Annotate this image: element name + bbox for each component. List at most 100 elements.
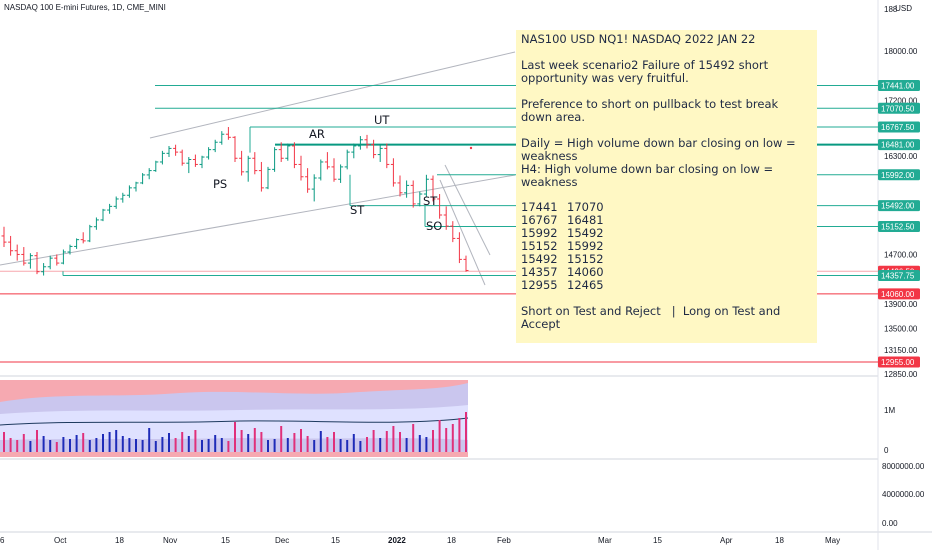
volume-bar (148, 428, 151, 452)
volume-bar (319, 431, 322, 452)
trend-line (439, 179, 486, 286)
volume-bar (22, 434, 25, 452)
price-tick-label: 12850.00 (884, 370, 918, 379)
price-tag (878, 288, 920, 300)
trend-line (444, 164, 491, 256)
time-tick-label: Mar (598, 536, 612, 545)
volume-bar (247, 434, 250, 452)
volume-bar (339, 439, 342, 452)
volume-bar (227, 441, 230, 452)
time-tick-label: 18 (447, 536, 456, 545)
price-tag-label: 17070.50 (881, 104, 915, 113)
time-tick-label: 15 (331, 536, 340, 545)
price-tick-label: 188 (884, 5, 898, 14)
price-tick-label: 13150.00 (884, 346, 918, 355)
pane3-tick-label: 0.00 (882, 519, 898, 528)
note-preference: Preference to short on pullback to test … (521, 97, 779, 124)
volume-bar (135, 439, 137, 452)
volume-bar (333, 432, 335, 452)
volume-bar (372, 430, 375, 452)
volume-bar (293, 433, 296, 452)
volume-bar (313, 440, 316, 452)
channel-lower-line (0, 174, 516, 266)
volume-bar (359, 441, 362, 452)
price-tag-label: 16481.00 (881, 141, 915, 150)
volume-bar (154, 441, 157, 452)
volume-bar (385, 431, 388, 452)
price-tick-label: 17200.00 (884, 96, 918, 105)
volume-bar (88, 440, 91, 452)
wyckoff-label: PS (213, 177, 227, 191)
analysis-note: NAS100 USD NQ1! NASDAQ 2022 JAN 22 Last … (516, 30, 817, 343)
volume-bar (260, 432, 263, 452)
volume-bar (438, 420, 441, 452)
price-tick-label: 13900.00 (884, 300, 918, 309)
time-tick-label: May (825, 536, 840, 545)
pane3-tick-label: 8000000.00 (882, 462, 925, 471)
volume-bar (458, 418, 461, 452)
volume-bar (240, 430, 243, 452)
volume-bar (399, 432, 401, 452)
volume-bar (168, 433, 170, 452)
volume-bar (36, 430, 38, 452)
volume-bar (108, 432, 111, 452)
volume-bar (253, 428, 256, 452)
symbol-info: NASDAQ 100 E-mini Futures, 1D, CME_MINI (4, 3, 166, 12)
price-tag-label: 15492.00 (881, 202, 915, 211)
volume-bar (306, 436, 309, 452)
price-tag-label: 17441.00 (881, 81, 915, 90)
note-daily: Daily = High volume down bar closing on … (521, 136, 796, 163)
marker-dot (469, 146, 473, 150)
volume-bar (326, 437, 329, 452)
channel-upper-line (149, 51, 516, 139)
note-title: NAS100 USD NQ1! NASDAQ 2022 JAN 22 (521, 32, 756, 46)
volume-bar (174, 438, 177, 452)
note-scenario: Last week scenario2 Failure of 15492 sho… (521, 58, 769, 85)
volume-bar (121, 436, 124, 452)
volume-bar (379, 438, 382, 452)
volume-bar (69, 439, 71, 452)
price-tag (878, 356, 920, 368)
volume-average-line (0, 417, 469, 426)
time-tick-label: Feb (497, 536, 511, 545)
time-tick-label: 15 (653, 536, 662, 545)
volume-bar (115, 430, 118, 452)
volume-bar (181, 432, 184, 452)
price-tag (878, 200, 920, 212)
volume-bar (75, 435, 78, 452)
time-tick-label: Dec (275, 536, 289, 545)
wyckoff-label: ST (423, 194, 438, 208)
volume-bar (187, 436, 190, 452)
price-tick-label: 14700.00 (884, 250, 918, 259)
price-tick-label: 13500.00 (884, 324, 918, 333)
volume-tick-label: 1M (884, 406, 895, 415)
volume-bar (49, 440, 52, 452)
wyckoff-label: UT (374, 113, 390, 127)
volume-bar (425, 437, 428, 452)
volume-bar (201, 440, 203, 452)
volume-bar (161, 437, 164, 452)
wyckoff-label: ST (350, 203, 365, 217)
volume-bar (3, 432, 5, 452)
volume-bar (465, 412, 467, 452)
volume-bar (207, 439, 210, 452)
price-tag-label: 16767.50 (881, 123, 915, 132)
volume-bar (445, 428, 448, 452)
volume-bar (273, 439, 276, 452)
volume-bar (418, 435, 421, 452)
volume-bar (82, 433, 85, 452)
wyckoff-label: SO (426, 219, 442, 233)
volume-tick-label: 0 (884, 446, 889, 455)
volume-bar (352, 434, 355, 452)
price-tag (878, 121, 920, 133)
price-tag-label: 14060.00 (881, 290, 915, 299)
volume-bar (102, 434, 104, 452)
price-tag-label: 14357.75 (881, 272, 915, 281)
volume-bar (412, 424, 415, 452)
price-tag (878, 221, 920, 233)
wyckoff-label: AR (309, 127, 325, 141)
price-tag (878, 102, 920, 114)
volume-bar (16, 440, 19, 452)
pane3-tick-label: 4000000.00 (882, 490, 925, 499)
volume-bar (220, 438, 223, 452)
